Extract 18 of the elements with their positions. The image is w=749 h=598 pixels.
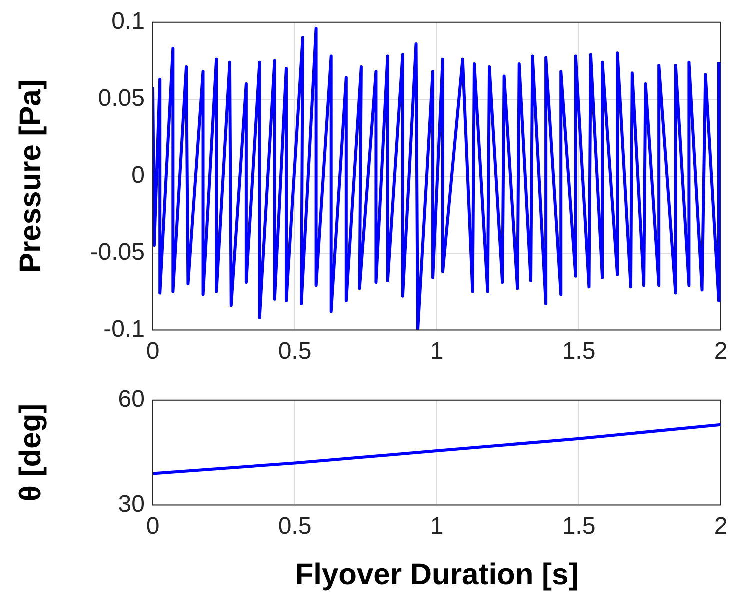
x-tick-label: 2	[714, 338, 728, 366]
x-axis-title: Flyover Duration [s]	[295, 558, 579, 592]
y-tick-label: -0.05	[90, 238, 145, 266]
x-tick-label: 1.5	[562, 338, 596, 366]
y-tick-label: -0.1	[104, 316, 145, 343]
x-tick-label: 1.5	[562, 513, 596, 540]
y-tick-label: 0.1	[112, 8, 145, 36]
y-tick-label: 0.05	[98, 84, 145, 112]
x-tick-label: 0.5	[278, 513, 312, 540]
y-tick-label: 0	[132, 162, 145, 189]
x-tick-label: 1	[430, 513, 444, 540]
x-tick-label: 2	[714, 513, 728, 540]
y-tick-label: 60	[118, 386, 145, 414]
x-tick-label: 0.5	[278, 338, 312, 366]
y-tick-label: 30	[118, 490, 145, 518]
x-tick-label: 1	[430, 338, 444, 366]
y-axis-title: θ [deg]	[14, 404, 48, 502]
y-axis-title: Pressure [Pa]	[14, 80, 48, 274]
